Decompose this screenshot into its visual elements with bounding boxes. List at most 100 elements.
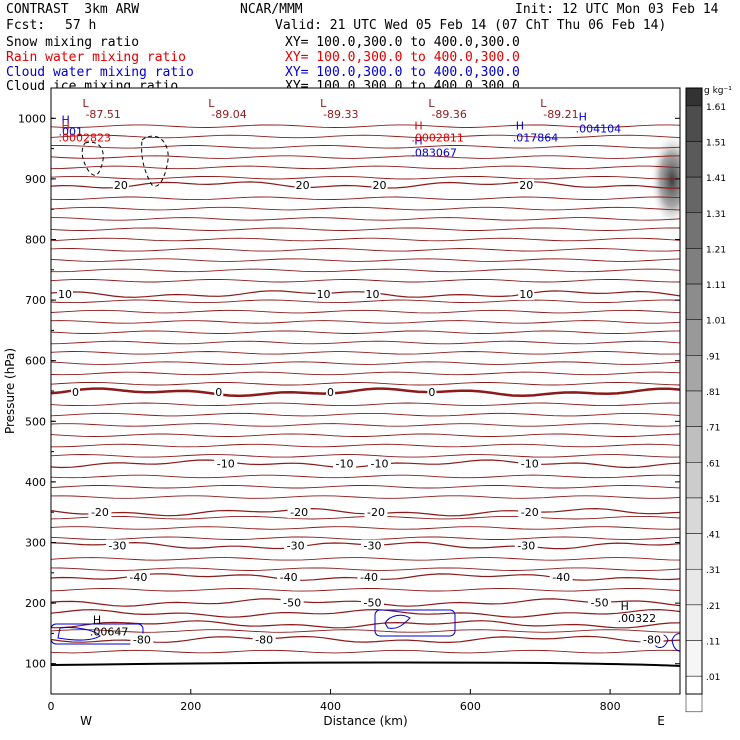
- forecast-label: Fcst:: [6, 18, 46, 33]
- low-marker: L: [320, 97, 327, 110]
- colorbar-cell: [685, 462, 703, 499]
- contour-label-bg: [105, 539, 129, 552]
- colorbar-cell: [685, 176, 703, 214]
- org-label: NCAR/MMM: [240, 2, 303, 17]
- contour-label: -20: [91, 506, 109, 519]
- temperature-contour: [51, 459, 680, 469]
- contour-label-bg: [518, 457, 542, 470]
- contour-label: -10: [521, 458, 539, 471]
- field-label-snow: Snow mixing ratio: [6, 35, 140, 50]
- colorbar-label: .11: [706, 638, 720, 648]
- colorbar-cell: [685, 248, 703, 285]
- temperature-contour: [51, 649, 680, 654]
- contour-label: 0: [215, 386, 222, 399]
- temperature-contour: [51, 309, 680, 314]
- colorbar-label: 1.21: [706, 245, 726, 255]
- contour-label-bg: [280, 596, 304, 609]
- temperature-contour: [51, 567, 680, 571]
- temperature-contour: [51, 134, 680, 139]
- colorbar-label: .51: [706, 495, 720, 505]
- colorbar-label: 1.61: [706, 103, 726, 113]
- x-tick-label: 400: [320, 700, 341, 713]
- y-axis-title: Pressure (hPa): [3, 348, 17, 434]
- x-tick-label: 200: [180, 700, 201, 713]
- contour-label: -20: [290, 506, 308, 519]
- temperature-contour: [51, 165, 680, 170]
- colorbar-label: .71: [706, 424, 720, 434]
- y-tick-label: 100: [25, 658, 46, 671]
- contour-label: -10: [217, 458, 235, 471]
- temperature-contour: [51, 196, 680, 201]
- colorbar-cell: [685, 319, 703, 356]
- cloud-water-contour-f: [671, 633, 680, 652]
- high-marker: H: [516, 119, 524, 132]
- contour-label-bg: [315, 288, 332, 301]
- contour-label-bg: [357, 571, 381, 584]
- x-tick-label: 0: [48, 700, 55, 713]
- contour-label: 0: [72, 386, 79, 399]
- low-value: -89.21: [543, 108, 578, 121]
- temperature-contour: [51, 474, 680, 479]
- contour-label-bg: [367, 457, 391, 470]
- model-title: CONTRAST 3km ARW: [6, 2, 140, 17]
- colorbar-cell: [685, 283, 703, 320]
- y-tick-label: 700: [25, 294, 46, 307]
- temperature-contour: [51, 181, 680, 189]
- contour-label: -50: [591, 596, 609, 609]
- y-tick-label: 1000: [18, 112, 46, 125]
- field-xy-snow: XY= 100.0,300.0 to 400.0,300.0: [285, 35, 520, 50]
- low-value: -89.36: [431, 108, 466, 121]
- temperature-contour: [51, 340, 680, 345]
- contour-label-bg: [360, 539, 384, 552]
- colorbar-unit: g kg⁻¹: [704, 86, 732, 96]
- low-value: -89.04: [211, 108, 246, 121]
- temperature-contour: [51, 227, 680, 231]
- cloud-water-contour-b: [384, 614, 411, 629]
- cloud-water-contour-d: [57, 627, 101, 641]
- colorbar-cell: [685, 497, 703, 534]
- temperature-contour: [51, 320, 680, 324]
- contour-label: 10: [317, 288, 331, 301]
- colorbar-frame: [685, 87, 703, 695]
- temperature-contour: [51, 175, 680, 180]
- temperature-contour: [51, 588, 680, 592]
- colorbar-label: .61: [706, 459, 720, 469]
- contour-label-bg: [214, 386, 224, 399]
- x-tick-label: 600: [460, 700, 481, 713]
- contour-label: -30: [517, 540, 535, 553]
- temperature-contour: [51, 237, 680, 242]
- contour-label-bg: [364, 506, 388, 519]
- y-tick-label: 200: [25, 597, 46, 610]
- contour-label-bg: [588, 596, 612, 609]
- contour-label-bg: [518, 506, 542, 519]
- colorbar-top-cell: [686, 88, 702, 106]
- contour-label-bg: [294, 178, 311, 191]
- east-label: E: [657, 714, 665, 728]
- high-marker: H: [621, 600, 629, 613]
- y-tick-label: 800: [25, 234, 46, 247]
- temperature-contour: [51, 484, 680, 489]
- low-marker: L: [540, 97, 547, 110]
- temperature-contour: [51, 206, 680, 211]
- contour-label-bg: [364, 288, 381, 301]
- y-tick-label: 900: [25, 173, 46, 186]
- temperature-contour: [51, 387, 680, 398]
- temperature-contour: [51, 330, 680, 334]
- colorbar-label: 1.01: [706, 317, 726, 327]
- contour-label-bg: [371, 178, 388, 191]
- high-value: .00647: [90, 625, 129, 638]
- colorbar-label: .91: [706, 352, 720, 362]
- contour-labels: -80 -80 -80 -50 -50 -50 -40 -40 -40 -40 -30 -30 -30 -…: [56, 97, 664, 646]
- colorbar-cell: [685, 355, 703, 392]
- contour-label: -20: [367, 506, 385, 519]
- contour-label-bg: [640, 633, 664, 646]
- contour-label: 10: [365, 288, 379, 301]
- contour-label: 20: [114, 179, 128, 192]
- low-marker: L: [428, 97, 435, 110]
- contour-label: 0: [327, 386, 334, 399]
- temperature-contour: [51, 454, 680, 458]
- y-tick-label: 300: [25, 537, 46, 550]
- temperature-contour: [51, 145, 680, 149]
- temperature-contour: [51, 361, 680, 365]
